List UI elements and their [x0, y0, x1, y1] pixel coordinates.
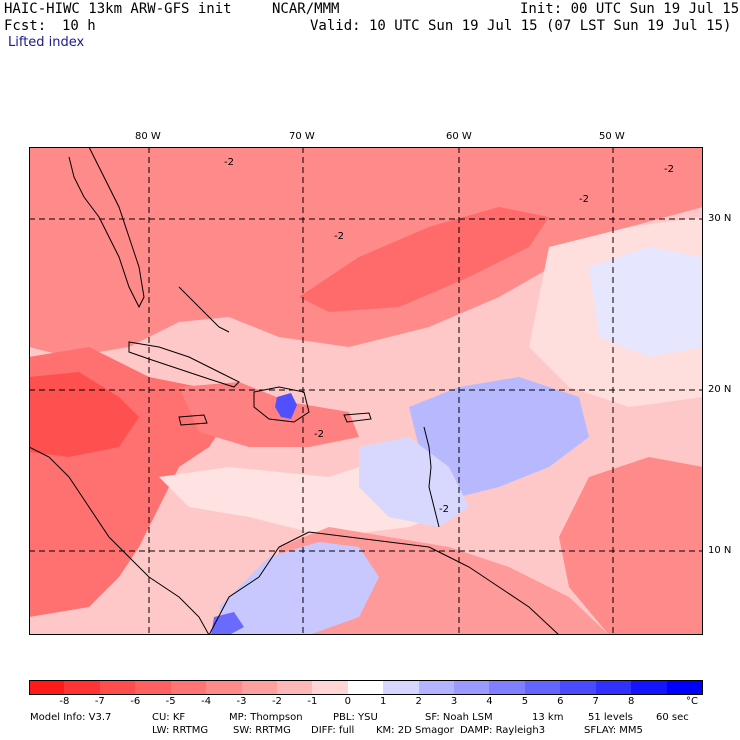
valid-time: Valid: 10 UTC Sun 19 Jul 15 (07 LST Sun …	[310, 18, 732, 34]
contour-label: -2	[579, 194, 589, 205]
colorbar-swatch	[489, 680, 526, 695]
fcst-label: Fcst:	[4, 18, 47, 34]
lon-label-50w: 50 W	[599, 131, 625, 142]
florida-coast	[68, 147, 145, 309]
info-sw: SW: RRTMG	[233, 725, 291, 736]
field-region-coast-blue	[211, 612, 244, 635]
org-label: NCAR/MMM	[272, 1, 340, 17]
info-sf: SF: Noah LSM	[425, 712, 493, 723]
colorbar-swatch	[135, 680, 172, 695]
info-mp: MP: Thompson	[229, 712, 303, 723]
contour-label: -2	[334, 231, 344, 242]
field-region-west-core	[29, 372, 139, 457]
colorbar-swatch	[170, 680, 208, 695]
field-region-north-red	[29, 147, 703, 357]
model-title: HAIC-HIWC 13km ARW-GFS init	[4, 1, 232, 17]
colorbar-swatch	[666, 680, 703, 695]
hispaniola-coast	[253, 386, 310, 423]
info-km: KM: 2D Smagor	[376, 725, 454, 736]
colorbar-tick-label: -3	[236, 696, 247, 707]
info-timestep: 60 sec	[656, 712, 689, 723]
fcst-value: 10 h	[62, 18, 96, 34]
colorbar-tick-label: 6	[557, 696, 564, 707]
colorbar-swatch	[64, 680, 101, 695]
lat-label-20n: 20 N	[708, 384, 732, 395]
lat-label-30n: 30 N	[708, 213, 732, 224]
field-region-east-blue	[589, 247, 703, 357]
latlon-grid	[29, 147, 703, 635]
colorbar-swatch	[595, 680, 633, 695]
field-region-se-red	[559, 457, 703, 635]
colorbar-swatch	[347, 680, 385, 695]
colorbar-tick-label: -2	[271, 696, 282, 707]
info-pbl: PBL: YSU	[333, 712, 378, 723]
info-levels: 51 levels	[588, 712, 633, 723]
colorbar-tick-label: -1	[307, 696, 318, 707]
contour-label: -2	[439, 504, 449, 515]
colorbar-swatch	[383, 680, 420, 695]
field-region-venezuela-blue	[219, 542, 379, 635]
colorbar-swatch	[418, 680, 456, 695]
contour-label: -2	[664, 164, 674, 175]
field-region-antilles	[179, 382, 359, 447]
central-america-coast	[29, 446, 210, 635]
puerto-rico-coast	[343, 412, 372, 423]
colorbar-tick-label: -8	[59, 696, 70, 707]
colorbar-tick-label: 4	[486, 696, 493, 707]
field-region-ne-band	[299, 207, 549, 312]
colorbar-swatch	[206, 680, 243, 695]
info-sflay: SFLAY: MM5	[584, 725, 643, 736]
map-frame	[29, 147, 703, 635]
colorbar-tick-label: 5	[521, 696, 529, 707]
info-diff: DIFF: full	[311, 725, 355, 736]
colorbar-tick-label: -7	[94, 696, 105, 707]
colorbar-swatch	[454, 680, 491, 695]
field-region-central-blue	[409, 377, 589, 497]
init-time: Init: 00 UTC Sun 19 Jul 15	[520, 1, 740, 17]
colorbar-swatch	[631, 680, 668, 695]
field-region-central-blue-light	[359, 437, 469, 527]
colorbar-swatch	[524, 680, 562, 695]
colorbar-tick-label: 1	[380, 696, 387, 707]
colorbar-tick-label: 8	[627, 696, 635, 707]
bahamas-coast	[178, 286, 230, 333]
cuba-coast	[128, 341, 240, 388]
colorbar-swatch	[276, 680, 314, 695]
jamaica-coast	[178, 414, 208, 426]
colorbar-swatch	[241, 680, 278, 695]
info-resolution: 13 km	[532, 712, 564, 723]
colorbar-swatch	[312, 680, 349, 695]
field-name: Lifted index	[8, 35, 85, 50]
lon-label-60w: 60 W	[446, 131, 472, 142]
lifted-index-map: -2 -2 -2 -2 -2 -2	[29, 147, 703, 635]
colorbar-swatch	[99, 680, 137, 695]
colorbar-tick-label: 2	[415, 696, 422, 707]
coastlines	[29, 147, 560, 635]
colorbar-tick-label: -5	[165, 696, 176, 707]
colorbar-tick-label: -6	[130, 696, 141, 707]
lon-label-80w: 80 W	[135, 131, 161, 142]
lesser-antilles	[423, 426, 440, 528]
colorbar-tick-label: 0	[344, 696, 351, 707]
info-model-version: Model Info: V3.7	[30, 712, 112, 723]
south-america-coast	[208, 531, 560, 635]
contour-label: -2	[224, 157, 234, 168]
colorbar-unit: °C	[686, 696, 698, 707]
colorbar-tick-label: -4	[201, 696, 212, 707]
colorbar-tick-label: 3	[450, 696, 458, 707]
contour-label: -2	[314, 429, 324, 440]
lon-label-70w: 70 W	[289, 131, 315, 142]
info-cu: CU: KF	[152, 712, 186, 723]
info-damp: DAMP: Rayleigh3	[460, 725, 546, 736]
info-lw: LW: RRTMG	[152, 725, 209, 736]
colorbar-swatch	[560, 680, 597, 695]
colorbar-tick-label: 7	[592, 696, 599, 707]
lat-label-10n: 10 N	[708, 545, 732, 556]
field-region-hispaniola-blue	[275, 393, 297, 419]
colorbar-swatch	[29, 680, 67, 695]
